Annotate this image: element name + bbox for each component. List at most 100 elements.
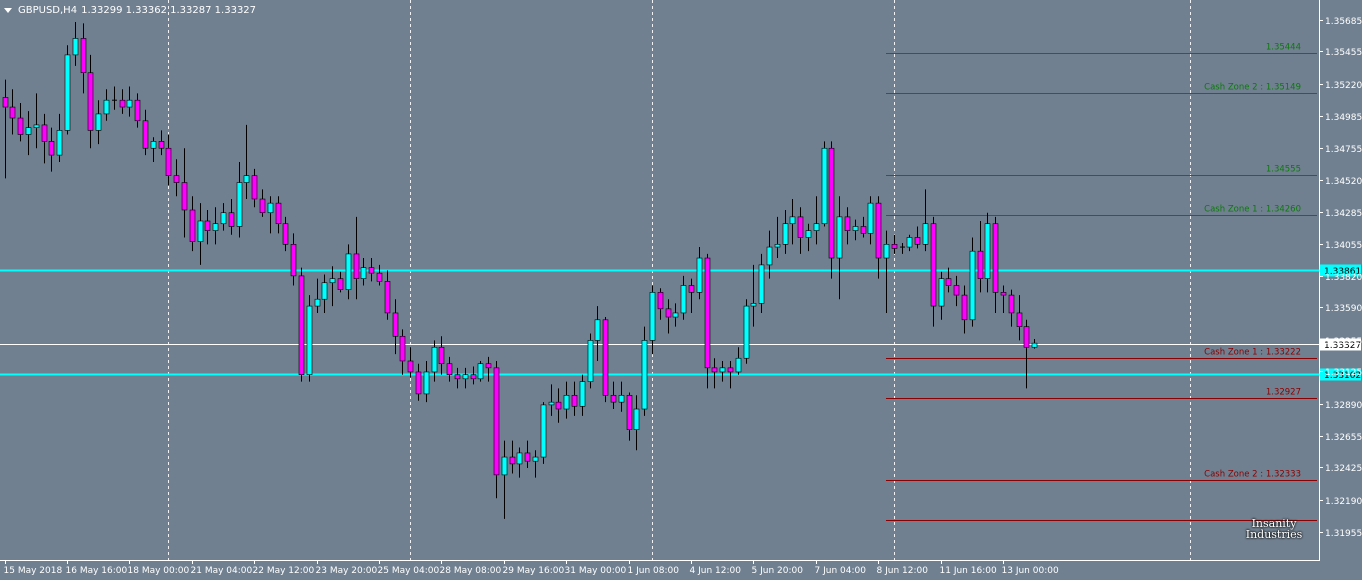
candle-body-bear <box>165 147 172 176</box>
candle <box>181 148 188 238</box>
candle-body-bear <box>665 308 672 318</box>
candle <box>641 326 648 416</box>
candle <box>407 347 414 378</box>
candle <box>267 196 274 234</box>
candle <box>150 137 157 162</box>
price-tick-label: 1.33590 <box>1325 304 1362 314</box>
price-tag-bg <box>1320 264 1361 277</box>
candle <box>555 388 562 423</box>
time-tick-label: 8 Jun 12:00 <box>877 566 929 576</box>
candle <box>900 242 905 254</box>
candle <box>602 317 609 403</box>
time-axis-layer: 15 May 2018 16 May 16:00 18 May 00:00 21 Ma… <box>0 560 1320 576</box>
candle-body-bear <box>337 278 344 290</box>
time-tick-label: 4 Jun 12:00 <box>690 566 742 576</box>
candle-body-bull <box>618 394 625 403</box>
price-tick-label: 1.33820 <box>1325 273 1362 283</box>
candle <box>368 258 375 282</box>
price-tick-label: 1.31955 <box>1325 529 1362 539</box>
candle <box>259 189 266 217</box>
candle <box>384 270 391 320</box>
candle-body-bear <box>860 226 867 234</box>
candle <box>353 216 360 300</box>
candle-body-bull <box>314 298 321 307</box>
candle-body-bull <box>197 220 204 242</box>
candle-body-bear <box>353 253 360 279</box>
candle <box>665 299 672 334</box>
price-tick-label: 1.35220 <box>1325 81 1362 91</box>
candle-body-bull <box>922 223 929 245</box>
candle-body-bear <box>251 175 258 200</box>
candle <box>524 440 531 469</box>
candle <box>2 79 9 179</box>
candle-body-bull <box>813 223 820 231</box>
candle <box>470 366 477 385</box>
candle <box>392 299 399 355</box>
candle-body-bull <box>462 374 469 380</box>
candle <box>930 216 937 327</box>
candle <box>212 207 219 245</box>
price-tick-label: 1.33355 <box>1325 337 1362 347</box>
price-tag-bg <box>1320 368 1361 381</box>
candle-body-bear <box>189 209 196 242</box>
candle-body-bull <box>758 264 765 304</box>
candle-body-bull <box>587 340 594 382</box>
candle <box>618 381 625 412</box>
candle <box>938 271 945 320</box>
candle-body-bear <box>555 401 562 410</box>
candle <box>782 210 789 254</box>
candle <box>228 199 235 235</box>
candle <box>189 196 196 252</box>
candle-body-bear <box>415 371 422 395</box>
candle-body-bull <box>220 212 227 225</box>
candle-body-bear <box>704 257 711 369</box>
candle <box>696 247 703 300</box>
candle <box>984 212 991 293</box>
horizontal-lines-layer <box>0 269 1319 376</box>
candle-body-bear <box>454 374 461 380</box>
candle-body-bear <box>1023 326 1030 348</box>
candles-layer <box>2 21 1038 519</box>
candle <box>329 266 336 307</box>
candle <box>813 196 820 245</box>
candle <box>657 288 664 320</box>
price-tick-label: 1.34985 <box>1325 113 1362 123</box>
candle <box>493 360 500 499</box>
dropdown-triangle-icon[interactable] <box>4 7 12 13</box>
candle-body-bear <box>259 198 266 214</box>
candle-body-bull <box>906 237 913 248</box>
candle <box>758 253 765 313</box>
candle-body-bear <box>282 223 289 245</box>
candle-body-bull <box>805 230 812 238</box>
candle-body-bull <box>750 303 757 307</box>
price-tick-label: 1.33125 <box>1325 368 1362 378</box>
candle <box>165 134 172 186</box>
candle-body-bear <box>797 216 804 238</box>
candle <box>579 374 586 416</box>
candle-body-bull <box>782 223 789 245</box>
candle <box>945 267 952 293</box>
candle-body-bull <box>345 253 352 290</box>
candle-body-bear <box>977 250 984 279</box>
candle-body-bear <box>470 374 477 380</box>
candle <box>1031 339 1038 349</box>
time-tick-label: 7 Jun 04:00 <box>815 566 867 576</box>
candle <box>314 278 321 313</box>
candle <box>290 233 297 286</box>
candle-body-bear <box>509 456 516 465</box>
candle-body-bear <box>602 319 609 396</box>
candle-body-bull <box>532 456 539 462</box>
candle-body-bear <box>610 394 617 403</box>
time-tick-label: 29 May 16:00 <box>503 566 565 576</box>
price-tick-label: 1.32655 <box>1325 433 1362 443</box>
candle <box>875 196 882 279</box>
candle-body-bear <box>953 285 960 296</box>
candle-body-bull <box>766 246 773 266</box>
candle <box>337 271 344 293</box>
candle-body-bear <box>2 97 9 108</box>
candle-body-bull <box>969 250 976 321</box>
candle-body-bull <box>641 340 648 410</box>
candle-body-bull <box>33 124 40 128</box>
